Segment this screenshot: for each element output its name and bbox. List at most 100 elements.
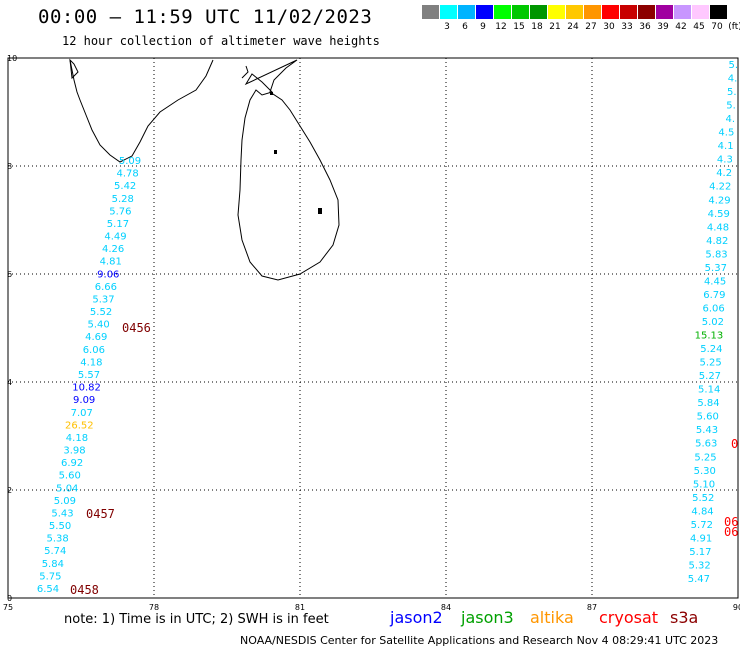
scale-swatch bbox=[566, 5, 583, 19]
wave-height-value: 5.52 bbox=[692, 493, 714, 504]
scale-label: 24 bbox=[567, 22, 579, 32]
wave-height-value: 4.82 bbox=[706, 236, 728, 247]
wave-height-value: 5. bbox=[728, 60, 738, 71]
scale-label: 33 bbox=[621, 22, 633, 32]
wave-height-value: 5.14 bbox=[698, 385, 720, 396]
wave-height-value: 4.81 bbox=[100, 257, 122, 268]
satellite-legend-entry: jason2 bbox=[390, 608, 443, 627]
wave-height-value: 4.84 bbox=[691, 506, 713, 517]
track-right-values: 5. 4. 5. 5. 4. 4.5 4.1 4.3 4.2 4.22 4.29 4.59 4.48 4.… bbox=[688, 60, 738, 585]
wave-height-value: 5.47 bbox=[688, 574, 710, 585]
wave-height-value: 4.3 bbox=[717, 155, 733, 166]
lon-tick-label: 84 bbox=[441, 603, 451, 612]
wave-height-value: 5.25 bbox=[694, 452, 716, 463]
sri-lanka-island bbox=[237, 59, 340, 281]
wave-height-value: 5.04 bbox=[56, 483, 78, 494]
wave-height-value: 5.43 bbox=[696, 425, 718, 436]
sri-lanka-coastline bbox=[69, 58, 340, 281]
wave-height-value: 5.60 bbox=[59, 471, 81, 482]
wave-height-value: 5.60 bbox=[697, 412, 719, 423]
lon-tick-label: 87 bbox=[587, 603, 597, 612]
jaffna-detail bbox=[241, 65, 249, 79]
lon-tick-label: 81 bbox=[295, 603, 305, 612]
wave-height-value: 5.63 bbox=[695, 439, 717, 450]
wave-height-value: 15.13 bbox=[695, 331, 724, 342]
scale-label: 42 bbox=[675, 22, 687, 32]
wave-height-value: 6.54 bbox=[37, 584, 59, 595]
wave-height-value: 5.25 bbox=[700, 358, 722, 369]
wave-height-value: 4. bbox=[726, 114, 736, 125]
satellite-legend-entry: cryosat bbox=[599, 608, 659, 627]
lat-tick-label: 2 bbox=[7, 486, 12, 495]
axis-ticks: 75 78 81 84 87 90 0 2 4 6 8 10 bbox=[3, 54, 740, 612]
wave-height-value: 5. bbox=[727, 87, 737, 98]
wave-height-value: 26.52 bbox=[65, 420, 94, 431]
pass-time-label: 0458 bbox=[70, 583, 99, 597]
wave-height-value: 4.69 bbox=[85, 332, 107, 343]
scale-label: 18 bbox=[531, 22, 543, 32]
scale-swatch bbox=[656, 5, 673, 19]
wave-height-value: 5.75 bbox=[39, 571, 61, 582]
wave-height-value: 5.38 bbox=[47, 534, 69, 545]
wave-height-value: 4. bbox=[728, 74, 738, 85]
wave-height-value: 5.32 bbox=[688, 560, 710, 571]
map-frame bbox=[7, 57, 739, 599]
scale-label: 39 bbox=[657, 22, 669, 32]
wave-height-value: 5.27 bbox=[699, 371, 721, 382]
wave-height-value: 4.45 bbox=[704, 276, 726, 287]
scale-swatch bbox=[458, 5, 475, 19]
wave-height-value: 5.10 bbox=[693, 479, 715, 490]
india-southern-coast bbox=[69, 59, 214, 163]
wave-height-value: 4.18 bbox=[80, 357, 102, 368]
wave-height-value: 4.91 bbox=[690, 533, 712, 544]
wave-height-value: 5.84 bbox=[697, 398, 719, 409]
scale-swatch bbox=[584, 5, 601, 19]
scale-swatch bbox=[494, 5, 511, 19]
lon-tick-label: 90 bbox=[733, 603, 740, 612]
wave-height-value: 7.07 bbox=[71, 408, 93, 419]
lat-tick-label: 6 bbox=[7, 270, 12, 279]
scale-swatch bbox=[710, 5, 727, 19]
satellite-legend-entry: jason3 bbox=[461, 608, 514, 627]
scale-label: 6 bbox=[462, 22, 468, 32]
track-left-values: 5.09 4.785.42 5.285.76 5.17 4.494.26 4.819.06… bbox=[37, 156, 141, 595]
satellite-legend-entry: altika bbox=[530, 608, 574, 627]
lat-tick-label: 0 bbox=[7, 594, 12, 603]
scale-label: 36 bbox=[639, 22, 651, 32]
wave-height-value: 9.09 bbox=[73, 395, 95, 406]
wave-height-value: 5.02 bbox=[702, 317, 724, 328]
wave-height-value: 4.18 bbox=[66, 433, 88, 444]
scale-swatch bbox=[548, 5, 565, 19]
wave-height-value: 10.82 bbox=[72, 383, 101, 394]
satellite-legend-entry: s3a bbox=[670, 608, 699, 627]
pass-time-label: 0 bbox=[731, 437, 738, 451]
scale-label: 15 bbox=[513, 22, 525, 32]
lon-tick-label: 78 bbox=[149, 603, 159, 612]
wave-height-value: 5. bbox=[726, 101, 736, 112]
scale-swatch bbox=[530, 5, 547, 19]
india-coast-detail bbox=[69, 58, 79, 80]
pass-time-label: 0457 bbox=[86, 507, 115, 521]
map-grid bbox=[7, 57, 739, 599]
wave-height-value: 3.98 bbox=[63, 446, 85, 457]
wave-height-value: 5.57 bbox=[78, 370, 100, 381]
wave-height-value: 4.29 bbox=[708, 195, 730, 206]
wave-height-value: 5.30 bbox=[694, 466, 716, 477]
scale-label: 3 bbox=[444, 22, 450, 32]
scale-label: 30 bbox=[603, 22, 615, 32]
wave-height-value: 4.59 bbox=[708, 209, 730, 220]
wave-height-value: 6.92 bbox=[61, 458, 83, 469]
wave-height-value: 5.37 bbox=[705, 263, 727, 274]
wave-height-value: 4.5 bbox=[718, 128, 734, 139]
wave-height-value: 4.1 bbox=[718, 141, 734, 152]
wave-height-value: 4.78 bbox=[116, 169, 138, 180]
wave-height-value: 6.79 bbox=[703, 290, 725, 301]
wave-height-value: 6.06 bbox=[83, 345, 105, 356]
wave-height-value: 4.2 bbox=[716, 168, 732, 179]
scale-label: 9 bbox=[480, 22, 486, 32]
chart-subtitle: 12 hour collection of altimeter wave hei… bbox=[62, 34, 380, 48]
wave-height-value: 5.37 bbox=[92, 294, 114, 305]
lat-tick-label: 8 bbox=[7, 162, 12, 171]
